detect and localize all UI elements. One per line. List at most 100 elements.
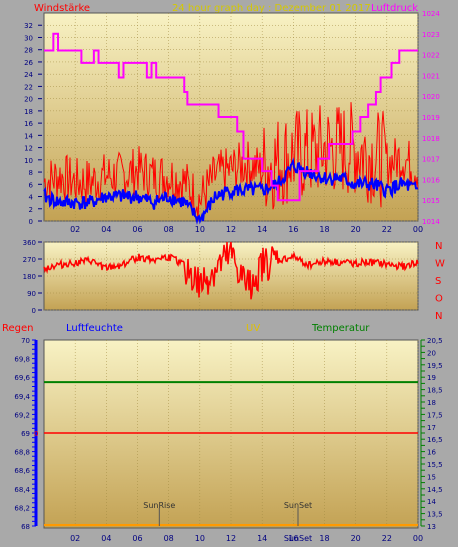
sun-marker-label: SunSet: [284, 501, 312, 510]
compass-label: O: [435, 294, 443, 305]
direction-tick-label: 90: [27, 290, 36, 298]
humidity-tick-label: 68,4: [14, 486, 30, 494]
legend-temperature: Temperatur: [311, 323, 370, 334]
temperature-tick-label: 14,5: [427, 486, 443, 494]
x-tick-label: 10: [195, 534, 205, 543]
humidity-tick-label: 69,6: [14, 374, 30, 382]
x-tick-label: 20: [351, 534, 361, 543]
pressure-tick-label: 1019: [422, 114, 440, 122]
humidity-tick-label: 68,8: [14, 449, 30, 457]
legend-uv: UV: [246, 323, 260, 334]
x-tick-label: 04: [101, 534, 111, 543]
pressure-axis-title: Luftdruck: [371, 3, 418, 14]
wind-tick-label: 26: [24, 59, 33, 67]
wind-tick-label: 0: [29, 218, 33, 226]
compass-label: N: [435, 241, 442, 252]
x-tick-label: 04: [101, 225, 111, 234]
x-tick-label: 08: [164, 225, 174, 234]
wind-tick-label: 30: [24, 34, 33, 42]
chart-title: 24 hour graph day : Dezember 01 2017: [172, 3, 371, 14]
pressure-tick-label: 1023: [422, 31, 440, 39]
x-tick-label: 14: [257, 225, 267, 234]
wind-direction-line: [43, 241, 419, 300]
x-tick-label: 18: [319, 534, 329, 543]
pressure-tick-label: 1024: [422, 10, 440, 18]
x-tick-label: 08: [164, 534, 174, 543]
humidity-tick-label: 70: [21, 337, 30, 345]
x-tick-label: 00: [413, 225, 423, 234]
pressure-tick-label: 1021: [422, 72, 440, 80]
wind-axis-title: Windstärke: [34, 3, 90, 14]
wind-tick-label: 20: [24, 96, 33, 104]
pressure-tick-label: 1014: [422, 218, 440, 226]
temperature-tick-label: 17,5: [427, 411, 443, 419]
x-tick-label: 20: [351, 225, 361, 234]
temperature-tick-label: 15: [427, 473, 436, 481]
humidity-tick-label: 69,2: [14, 411, 30, 419]
wind-tick-label: 2: [29, 206, 33, 214]
temperature-tick-label: 15,5: [427, 461, 443, 469]
compass-label: N: [435, 311, 442, 322]
humidity-tick-label: 68,6: [14, 467, 30, 475]
pressure-tick-label: 1020: [422, 93, 440, 101]
pressure-tick-label: 1022: [422, 52, 440, 60]
temperature-tick-label: 20,5: [427, 337, 443, 345]
temperature-tick-label: 16: [427, 449, 436, 457]
direction-tick-label: 360: [23, 239, 36, 247]
wind-tick-label: 32: [24, 22, 33, 30]
compass-label: S: [435, 276, 441, 287]
temperature-tick-label: 16,5: [427, 436, 443, 444]
x-tick-label: 12: [226, 534, 236, 543]
direction-tick-label: 180: [23, 273, 36, 281]
temperature-tick-label: 20: [427, 349, 436, 357]
wind-tick-label: 14: [24, 132, 33, 140]
wind-tick-label: 16: [24, 120, 33, 128]
temperature-tick-label: 18,5: [427, 387, 443, 395]
x-tick-label: 06: [132, 225, 142, 234]
wind-tick-label: 4: [29, 194, 34, 202]
temperature-tick-label: 14: [427, 498, 436, 506]
temperature-tick-label: 17: [427, 424, 436, 432]
temperature-tick-label: 13: [427, 523, 436, 531]
temperature-tick-label: 18: [427, 399, 436, 407]
x-tick-label: 18: [319, 225, 329, 234]
wind-tick-label: 22: [24, 83, 33, 91]
x-tick-label: 22: [382, 534, 392, 543]
x-tick-label: 16: [288, 225, 298, 234]
x-tick-label: 00: [413, 534, 423, 543]
humidity-tick-label: 68: [21, 523, 30, 531]
pressure-tick-label: 1017: [422, 156, 440, 164]
direction-tick-label: 270: [23, 256, 36, 264]
humidity-tick-label: 69: [21, 430, 30, 438]
temperature-tick-label: 13,5: [427, 511, 443, 519]
x-tick-label: 10: [195, 225, 205, 234]
wind-tick-label: 28: [24, 47, 33, 55]
humidity-tick-label: 68,2: [14, 504, 30, 512]
x-tick-label: 12: [226, 225, 236, 234]
x-tick-label: 16: [288, 534, 298, 543]
compass-label: W: [435, 259, 445, 270]
wind-tick-label: 18: [24, 108, 33, 116]
legend-rain: Regen: [2, 323, 34, 334]
legend-humidity: Luftfeuchte: [66, 323, 123, 334]
direction-tick-label: 0: [32, 307, 36, 315]
temperature-tick-label: 19,5: [427, 362, 443, 370]
x-tick-label: 02: [70, 534, 80, 543]
x-tick-label: 06: [132, 534, 142, 543]
pressure-tick-label: 1015: [422, 197, 440, 205]
wind-tick-label: 12: [24, 145, 33, 153]
sun-marker-label: SunRise: [143, 501, 175, 510]
x-tick-label: 02: [70, 225, 80, 234]
humidity-tick-label: 69,4: [14, 393, 30, 401]
pressure-tick-label: 1016: [422, 176, 440, 184]
wind-average-line: [43, 157, 418, 225]
x-tick-label: 14: [257, 534, 267, 543]
wind-tick-label: 24: [24, 71, 33, 79]
wind-tick-label: 8: [29, 169, 33, 177]
temperature-tick-label: 19: [427, 374, 436, 382]
wind-tick-label: 10: [24, 157, 33, 165]
rain-zero-label: 0: [34, 430, 38, 438]
humidity-tick-label: 69,8: [14, 356, 30, 364]
